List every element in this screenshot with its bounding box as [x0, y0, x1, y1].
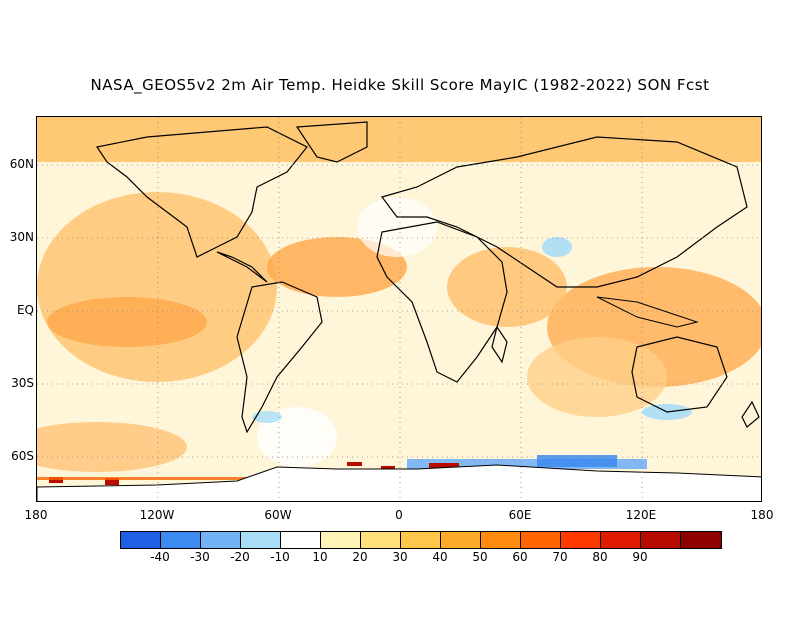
colorbar-swatch	[281, 532, 321, 548]
colorbar-label: -20	[230, 550, 250, 564]
colorbar-swatch	[401, 532, 441, 548]
arctic-warm-band	[37, 117, 761, 162]
indian-ocean-patch	[527, 337, 667, 417]
colorbar-swatch	[121, 532, 161, 548]
arabia-patch	[447, 247, 567, 327]
colorbar-swatch	[561, 532, 601, 548]
south-pacific-patch	[37, 422, 187, 472]
central-asia-negative	[542, 237, 572, 257]
skill-score-map	[36, 116, 762, 502]
colorbar-label: 60	[512, 550, 528, 564]
antarctica	[37, 464, 761, 501]
map-title: NASA_GEOS5v2 2m Air Temp. Heidke Skill S…	[90, 76, 710, 94]
lat-label-60s: 60S	[11, 449, 34, 463]
colorbar-label: 30	[392, 550, 408, 564]
colorbar	[120, 531, 722, 549]
colorbar-swatch	[641, 532, 681, 548]
colorbar-swatch	[441, 532, 481, 548]
colorbar-swatch	[241, 532, 281, 548]
argentina-negative	[252, 411, 282, 423]
map-canvas	[37, 117, 761, 501]
southern-ocean-negative	[407, 459, 647, 469]
southern-ocean-strong-negative	[537, 455, 617, 467]
colorbar-label: 40	[432, 550, 448, 564]
lon-label-180w: 180	[24, 508, 48, 522]
lat-label-60n: 60N	[9, 157, 34, 171]
colorbar-label: -30	[190, 550, 210, 564]
lon-label-60w: 60W	[264, 508, 292, 522]
madagascar-outline	[491, 325, 508, 364]
colorbar-swatch	[521, 532, 561, 548]
colorbar-label: -40	[150, 550, 170, 564]
greenland-outline	[295, 121, 368, 163]
central-america-outline	[216, 251, 268, 283]
colorbar-label: 80	[592, 550, 608, 564]
colorbar-swatch	[201, 532, 241, 548]
south-atlantic-white	[257, 407, 337, 467]
colorbar-label: 10	[312, 550, 328, 564]
high-skill-bar	[347, 462, 362, 466]
colorbar-label: 50	[472, 550, 488, 564]
lon-label-120w: 120W	[139, 508, 175, 522]
indonesia-outline	[596, 296, 699, 328]
lon-label-120e: 120E	[625, 508, 657, 522]
colorbar-label: 20	[352, 550, 368, 564]
africa-outline	[376, 221, 508, 383]
high-skill-bar	[105, 478, 119, 485]
lat-label-30n: 30N	[9, 230, 34, 244]
lat-label-eq: EQ	[16, 303, 34, 317]
colorbar-swatch	[161, 532, 201, 548]
colorbar-swatch	[321, 532, 361, 548]
australia-outline	[631, 336, 728, 413]
lat-label-30s: 30S	[11, 376, 34, 390]
lon-label-0: 0	[395, 508, 403, 522]
colorbar-swatch	[681, 532, 721, 548]
colorbar-swatch	[361, 532, 401, 548]
caribbean-patch	[267, 237, 407, 297]
north-america-outline	[96, 126, 308, 258]
colorbar-swatch	[601, 532, 641, 548]
colorbar-label: 70	[552, 550, 568, 564]
new-zealand-outline	[741, 400, 760, 428]
eurasia-outline	[380, 136, 748, 288]
map-gridlines	[37, 117, 761, 501]
north-atlantic-white	[357, 197, 437, 257]
lon-label-60e: 60E	[508, 508, 532, 522]
colorbar-label: -10	[270, 550, 290, 564]
south-america-outline	[236, 281, 323, 434]
equatorial-pacific-patch	[47, 297, 207, 347]
colorbar-label: 90	[632, 550, 648, 564]
lon-label-180e: 180	[750, 508, 774, 522]
colorbar-swatch	[481, 532, 521, 548]
